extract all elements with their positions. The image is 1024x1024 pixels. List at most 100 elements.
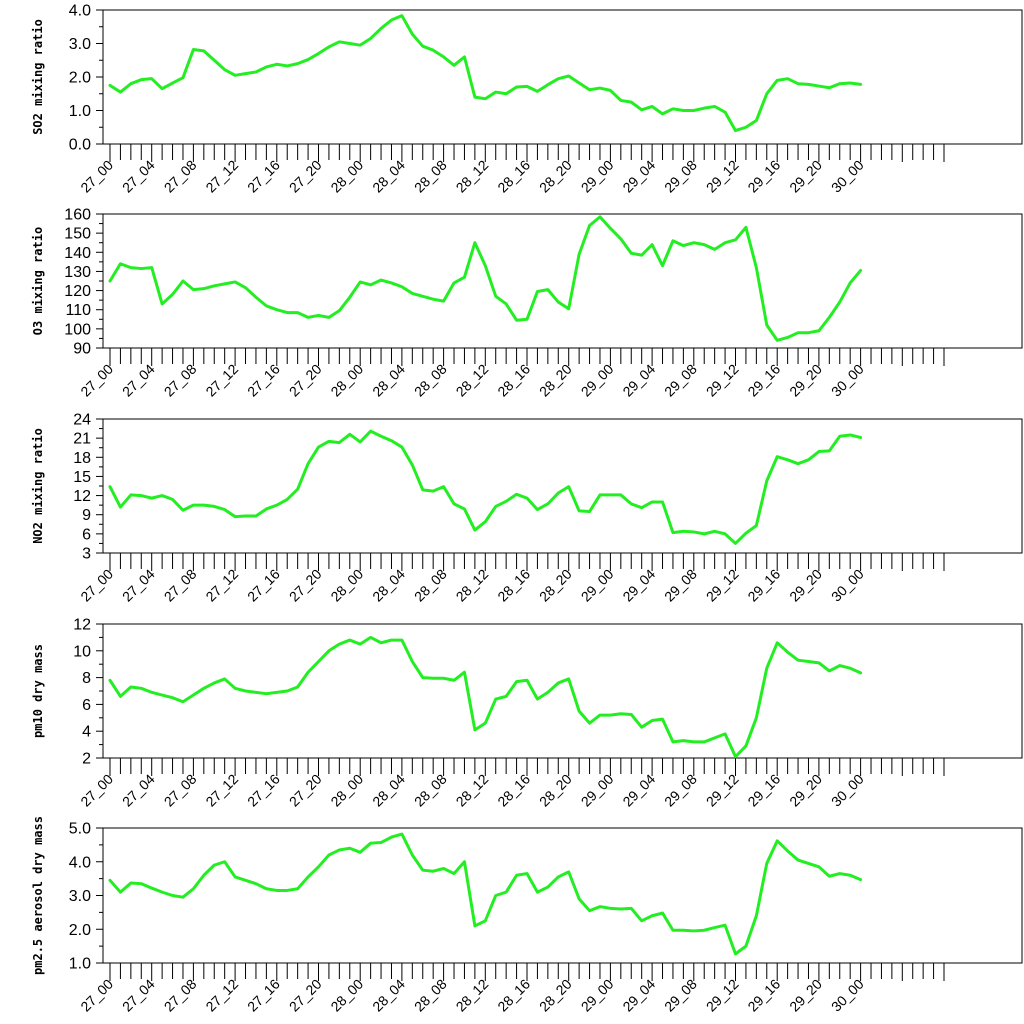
x-tick-label: 27_12	[202, 566, 241, 605]
y-tick-label: 160	[64, 207, 91, 224]
x-tick-label: 28_12	[453, 361, 492, 400]
y-tick-label: 2.0	[69, 922, 91, 939]
x-tick-label: 28_04	[369, 976, 408, 1015]
x-tick-label: 29_12	[703, 566, 742, 605]
pm10-dry-mass-axis-label: pm10 dry mass	[31, 644, 45, 738]
x-tick-label: 29_00	[578, 566, 617, 605]
x-tick-label: 29_12	[703, 771, 742, 810]
y-tick-label: 6	[82, 697, 91, 714]
y-tick-label: 21	[73, 431, 91, 448]
y-tick-label: 12	[73, 488, 91, 505]
x-tick-label: 29_12	[703, 976, 742, 1015]
x-tick-label: 27_16	[244, 566, 283, 605]
x-tick-label: 29_00	[578, 157, 617, 196]
x-tick-label: 28_04	[369, 361, 408, 400]
no2-mixing-ratio-panel: 3 6 9 12 15 18 21 24 27_00 27_04 27_08 27_12 27_16 27…	[31, 412, 1023, 605]
y-tick-label: 3.0	[69, 888, 91, 905]
x-tick-label: 27_04	[119, 976, 158, 1015]
y-tick-label: 120	[64, 283, 91, 300]
x-tick-label: 27_00	[77, 361, 116, 400]
y-tick-label: 3	[82, 546, 91, 563]
x-tick-label: 27_00	[77, 771, 116, 810]
x-tick-label: 28_20	[536, 771, 575, 810]
y-tick-label: 100	[64, 321, 91, 338]
x-tick-label: 29_08	[661, 771, 700, 810]
y-tick-label: 6	[82, 526, 91, 543]
x-tick-label: 27_00	[77, 566, 116, 605]
x-tick-label: 29_04	[619, 771, 658, 810]
x-tick-label: 29_00	[578, 771, 617, 810]
y-tick-label: 2.0	[69, 70, 91, 87]
y-tick-label: 15	[73, 469, 91, 486]
x-tick-label: 27_08	[161, 976, 200, 1015]
x-tick-label: 29_16	[744, 361, 783, 400]
x-tick-label: 27_00	[77, 976, 116, 1015]
o3-mixing-ratio-frame	[102, 213, 1023, 349]
x-tick-label: 27_16	[244, 157, 283, 196]
x-tick-label: 29_12	[703, 361, 742, 400]
x-tick-label: 27_08	[161, 361, 200, 400]
x-tick-label: 28_08	[411, 566, 450, 605]
y-tick-label: 4	[82, 724, 91, 741]
pm2-5-aerosol-dry-mass-series-line	[108, 832, 863, 956]
pm2-5-aerosol-dry-mass-axis-label: pm2.5 aerosol dry mass	[31, 816, 45, 975]
y-tick-label: 18	[73, 450, 91, 467]
x-tick-label: 29_16	[744, 976, 783, 1015]
x-tick-label: 27_16	[244, 771, 283, 810]
y-tick-label: 10	[73, 643, 91, 660]
x-tick-label: 28_16	[494, 361, 533, 400]
x-tick-label: 28_12	[453, 566, 492, 605]
x-tick-label: 28_20	[536, 566, 575, 605]
x-tick-label: 27_20	[286, 976, 325, 1015]
x-tick-label: 27_12	[202, 976, 241, 1015]
no2-mixing-ratio-axis-label: NO2 mixing ratio	[31, 428, 45, 544]
x-tick-label: 27_04	[119, 157, 158, 196]
x-tick-label: 29_20	[786, 157, 825, 196]
x-tick-label: 28_00	[327, 157, 366, 196]
y-tick-label: 0.0	[69, 137, 91, 154]
x-tick-label: 28_00	[327, 771, 366, 810]
x-tick-label: 27_08	[161, 771, 200, 810]
y-tick-label: 90	[73, 341, 91, 358]
x-tick-label: 29_16	[744, 771, 783, 810]
y-tick-label: 12	[73, 617, 91, 634]
x-tick-label: 28_00	[327, 361, 366, 400]
x-tick-label: 28_20	[536, 157, 575, 196]
x-tick-label: 27_20	[286, 157, 325, 196]
so2-mixing-ratio-axis-label: SO2 mixing ratio	[31, 19, 45, 135]
x-tick-label: 27_20	[286, 771, 325, 810]
x-tick-label: 29_08	[661, 566, 700, 605]
x-tick-label: 27_08	[161, 566, 200, 605]
x-tick-label: 27_20	[286, 566, 325, 605]
x-tick-label: 28_12	[453, 771, 492, 810]
pm10-dry-mass-series-line	[108, 635, 863, 759]
y-tick-label: 5.0	[69, 821, 91, 838]
x-tick-label: 28_08	[411, 976, 450, 1015]
y-tick-label: 8	[82, 670, 91, 687]
y-tick-label: 1.0	[69, 103, 91, 120]
x-tick-label: 30_00	[828, 566, 867, 605]
x-tick-label: 28_20	[536, 361, 575, 400]
x-tick-label: 29_04	[619, 566, 658, 605]
x-tick-label: 29_20	[786, 771, 825, 810]
x-tick-label: 29_12	[703, 157, 742, 196]
y-tick-label: 4.0	[69, 854, 91, 871]
x-tick-label: 27_12	[202, 157, 241, 196]
x-tick-label: 29_00	[578, 976, 617, 1015]
y-tick-label: 1.0	[69, 956, 91, 973]
x-tick-label: 28_08	[411, 157, 450, 196]
x-tick-label: 29_20	[786, 976, 825, 1015]
y-tick-label: 110	[65, 302, 91, 319]
x-tick-label: 28_16	[494, 771, 533, 810]
x-tick-label: 30_00	[828, 976, 867, 1015]
y-tick-label: 4.0	[69, 3, 91, 20]
x-tick-label: 27_04	[119, 771, 158, 810]
x-tick-label: 28_00	[327, 976, 366, 1015]
no2-mixing-ratio-frame	[102, 418, 1023, 554]
so2-mixing-ratio-panel: 0.0 1.0 2.0 3.0 4.0 27_00 27_04 27_08 27_12 27_16…	[31, 3, 1023, 196]
x-tick-label: 29_08	[661, 976, 700, 1015]
x-tick-label: 28_04	[369, 771, 408, 810]
x-tick-label: 28_12	[453, 157, 492, 196]
